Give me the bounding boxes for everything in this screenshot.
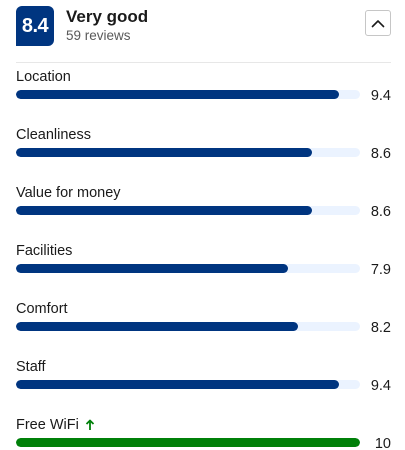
review-summary-text: Very good 59 reviews (66, 7, 148, 45)
category-score: 8.6 (370, 204, 391, 220)
score-bar-track (16, 438, 360, 447)
category-label: Free WiFi (16, 416, 95, 434)
category-label-text: Free WiFi (16, 417, 79, 433)
score-bar-track (16, 90, 360, 99)
score-bar-fill (16, 148, 312, 157)
category-label-text: Value for money (16, 185, 121, 201)
score-bar-fill (16, 322, 299, 331)
category-row: Location 9.4 (16, 66, 391, 124)
category-row: Free WiFi 10 (16, 414, 391, 450)
score-bar-track (16, 148, 360, 157)
category-score: 7.9 (370, 262, 391, 278)
category-row: Value for money 8.6 (16, 182, 391, 240)
category-label: Value for money (16, 184, 121, 202)
reviews-count: 59 reviews (66, 28, 131, 43)
score-bar-fill (16, 264, 288, 273)
category-label-text: Location (16, 69, 71, 85)
category-label-text: Facilities (16, 243, 73, 259)
category-row: Facilities 7.9 (16, 240, 391, 298)
score-bar-fill (16, 206, 312, 215)
category-label-text: Cleanliness (16, 127, 91, 143)
category-score: 10 (374, 436, 391, 450)
category-label-text: Staff (16, 359, 46, 375)
category-score: 8.2 (370, 320, 391, 336)
score-bar-fill (16, 380, 340, 389)
category-label: Staff (16, 358, 46, 376)
category-label-text: Comfort (16, 301, 68, 317)
category-scores-list: Location 9.4 Cleanliness 8.6 Value for money… (16, 66, 391, 450)
chevron-up-icon (371, 19, 385, 27)
category-score: 9.4 (370, 88, 391, 104)
category-row: Cleanliness 8.6 (16, 124, 391, 182)
score-bar-fill (16, 438, 360, 447)
category-row: Staff 9.4 (16, 356, 391, 414)
category-score: 9.4 (370, 378, 391, 394)
score-bar-track (16, 380, 360, 389)
category-label: Location (16, 68, 71, 86)
category-score: 8.6 (370, 146, 391, 162)
category-label: Cleanliness (16, 126, 91, 144)
rating-label: Very good (66, 7, 149, 26)
review-summary-header: 8.4 Very good 59 reviews (16, 6, 391, 50)
score-bar-fill (16, 90, 340, 99)
score-bar-track (16, 322, 360, 331)
score-bar-track (16, 264, 360, 273)
category-row: Comfort 8.2 (16, 298, 391, 356)
collapse-button[interactable] (365, 10, 391, 36)
category-label: Facilities (16, 242, 72, 260)
category-label: Comfort (16, 300, 68, 318)
header-divider (16, 62, 391, 63)
review-score-badge: 8.4 (16, 6, 54, 46)
arrow-up-icon (85, 419, 94, 430)
score-bar-track (16, 206, 360, 215)
